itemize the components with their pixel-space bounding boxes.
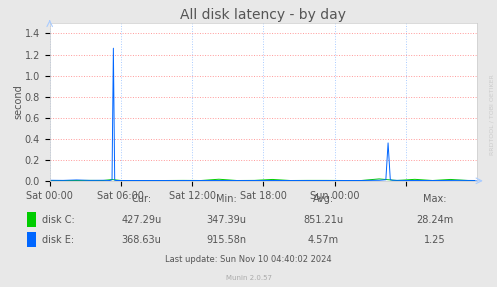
Text: 1.25: 1.25 [424,235,446,245]
Text: 347.39u: 347.39u [206,215,246,224]
Text: disk C:: disk C: [42,215,75,224]
Text: 915.58n: 915.58n [206,235,246,245]
Text: 28.24m: 28.24m [416,215,453,224]
Text: Munin 2.0.57: Munin 2.0.57 [226,276,271,281]
Title: All disk latency - by day: All disk latency - by day [180,8,346,22]
Text: 4.57m: 4.57m [308,235,338,245]
Text: RRDTOOL / TOBI OETIKER: RRDTOOL / TOBI OETIKER [490,74,495,155]
Text: 427.29u: 427.29u [122,215,162,224]
Text: Last update: Sun Nov 10 04:40:02 2024: Last update: Sun Nov 10 04:40:02 2024 [165,255,332,264]
Text: 851.21u: 851.21u [303,215,343,224]
Text: 368.63u: 368.63u [122,235,162,245]
Text: Avg:: Avg: [313,194,333,204]
Text: disk E:: disk E: [42,235,75,245]
Text: Cur:: Cur: [132,194,152,204]
Y-axis label: second: second [13,84,23,119]
Text: Min:: Min: [216,194,237,204]
Text: Max:: Max: [423,194,447,204]
